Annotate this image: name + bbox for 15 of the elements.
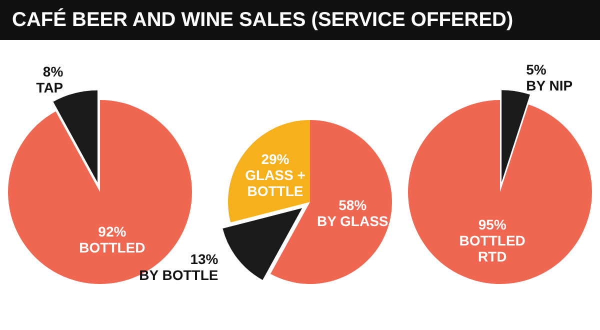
data-label: 13%: [190, 250, 219, 267]
data-label: 95%: [478, 216, 507, 232]
data-label: 5%: [526, 61, 547, 78]
data-label: 29%: [261, 151, 290, 168]
data-label: 92%: [98, 223, 127, 240]
slice-label: BY BOTTLE: [139, 266, 218, 283]
slice-label: BY NIP: [526, 77, 573, 94]
data-label: 58%: [338, 196, 368, 213]
slice-label: BY GLASS: [316, 212, 388, 229]
text: CAFÉ BEER AND WINE SALES (SERVICE OFFERED): [0, 0, 600, 40]
slice-label: BOTTLED: [79, 239, 146, 256]
slice-label: BOTTLED RTD: [459, 232, 526, 264]
data-label: 8%: [42, 64, 64, 80]
slice-label: TAP: [36, 80, 64, 96]
slice-label: GLASS + BOTTLE: [245, 167, 306, 200]
